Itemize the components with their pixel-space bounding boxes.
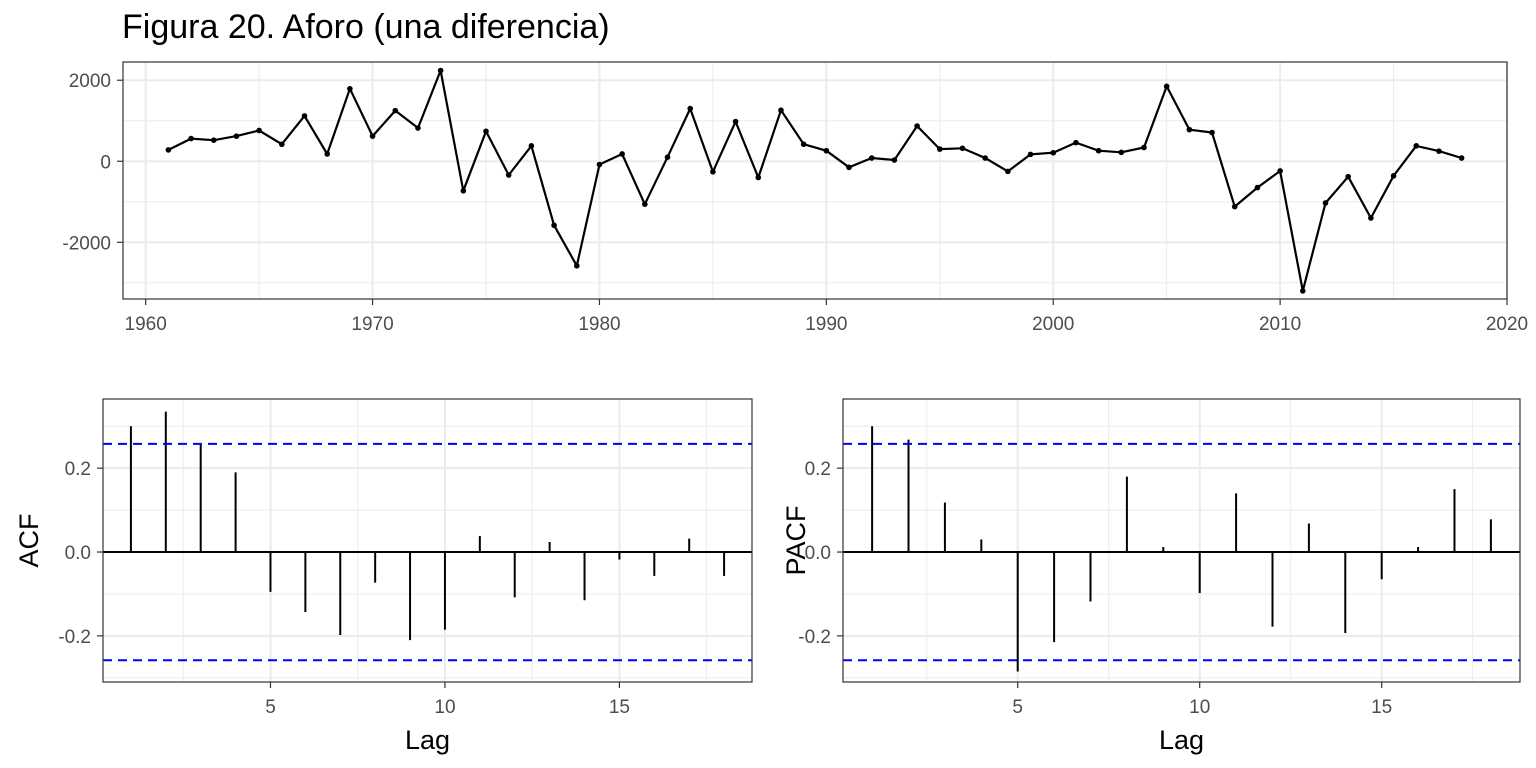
data-point (778, 107, 784, 114)
plot-border (842, 398, 1521, 683)
x-tick-label: 10 (1189, 697, 1210, 718)
data-point (619, 151, 625, 157)
data-point (551, 222, 557, 229)
y-tick-label: 0 (100, 152, 111, 173)
data-point (324, 151, 330, 157)
x-tick-label: 10 (434, 697, 455, 718)
data-point (755, 174, 762, 181)
x-tick-label: 2020 (1486, 314, 1528, 335)
plot-border (122, 61, 1508, 300)
plot-background (843, 399, 1520, 682)
data-point (1005, 168, 1011, 175)
x-tick-label: 5 (265, 697, 276, 718)
data-point (1413, 143, 1420, 149)
series-line (167, 69, 1462, 292)
data-point (1073, 139, 1079, 146)
y-tick-label: 0.2 (805, 459, 831, 480)
x-tick-label: 1980 (578, 314, 620, 335)
data-point (528, 143, 535, 149)
data-point (1345, 173, 1351, 180)
data-point (846, 164, 852, 171)
data-point (1050, 149, 1057, 156)
y-tick-label: -2000 (62, 233, 111, 254)
data-point (1436, 148, 1442, 154)
x-axis-title: Lag (1159, 725, 1204, 755)
data-point (891, 157, 898, 163)
data-point (573, 262, 580, 269)
data-point (1118, 149, 1125, 156)
data-point (710, 168, 716, 175)
x-tick-label: 15 (609, 697, 630, 718)
x-axis-title: Lag (405, 725, 450, 755)
data-point (800, 141, 807, 148)
data-point (1458, 155, 1465, 161)
data-point (1163, 83, 1170, 90)
data-point (347, 85, 353, 92)
y-tick-label: 2000 (69, 71, 111, 92)
y-tick-label: 0.0 (65, 543, 91, 564)
plot-background (103, 399, 752, 682)
data-point (1186, 126, 1193, 133)
x-tick-label: 2000 (1032, 314, 1074, 335)
plot-background (123, 62, 1507, 299)
data-point (823, 147, 830, 154)
data-point (914, 123, 920, 129)
data-point (1300, 288, 1306, 294)
data-point (483, 128, 489, 135)
data-point (936, 146, 943, 152)
x-tick-label: 1970 (351, 314, 393, 335)
x-tick-label: 2010 (1259, 314, 1301, 335)
data-point (279, 141, 285, 148)
data-point (1095, 147, 1102, 154)
y-tick-label: 0.2 (65, 459, 91, 480)
data-point (233, 133, 240, 139)
data-point (437, 67, 444, 74)
data-point (1231, 203, 1238, 210)
data-point (596, 161, 603, 168)
data-point (392, 107, 399, 114)
data-point (505, 172, 512, 178)
x-tick-label: 15 (1371, 697, 1392, 718)
data-point (1141, 144, 1147, 151)
x-tick-label: 1960 (125, 314, 167, 335)
data-point (165, 147, 172, 153)
data-point (188, 135, 194, 142)
chart-panel-1: 1960 1970 1980 1990 2000 2010 2020 -2000 0 2000 (62, 61, 1528, 335)
data-point (1027, 151, 1034, 158)
data-point (687, 105, 694, 112)
data-point (415, 125, 421, 131)
data-point (256, 127, 262, 134)
data-point (868, 155, 875, 161)
y-tick-label: -0.2 (58, 627, 91, 648)
data-point (210, 137, 217, 143)
plot-border (102, 398, 753, 683)
data-point (664, 154, 671, 161)
data-point (1368, 215, 1374, 221)
data-point (732, 118, 739, 125)
data-point (959, 145, 966, 152)
data-point (1277, 168, 1283, 174)
data-point (642, 201, 648, 207)
data-point (1390, 173, 1397, 179)
data-point (460, 188, 467, 194)
chart-panel-2: 5 10 15 -0.2 0.0 0.2 Lag ACF (14, 398, 753, 755)
y-axis-title: ACF (14, 514, 44, 568)
data-point (1209, 129, 1215, 136)
chart-title: Figura 20. Aforo (una diferencia) (122, 8, 610, 46)
data-point (301, 113, 308, 119)
data-point (1322, 200, 1329, 206)
data-point (1254, 184, 1261, 191)
data-point (982, 155, 988, 161)
y-tick-label: -0.2 (798, 627, 831, 648)
y-tick-label: 0.0 (805, 543, 831, 564)
chart-panel-3: 5 10 15 -0.2 0.0 0.2 Lag PACF (781, 398, 1521, 755)
y-axis-title: PACF (781, 505, 811, 575)
data-point (369, 133, 376, 139)
x-tick-label: 1990 (805, 314, 847, 335)
x-tick-label: 5 (1012, 697, 1023, 718)
